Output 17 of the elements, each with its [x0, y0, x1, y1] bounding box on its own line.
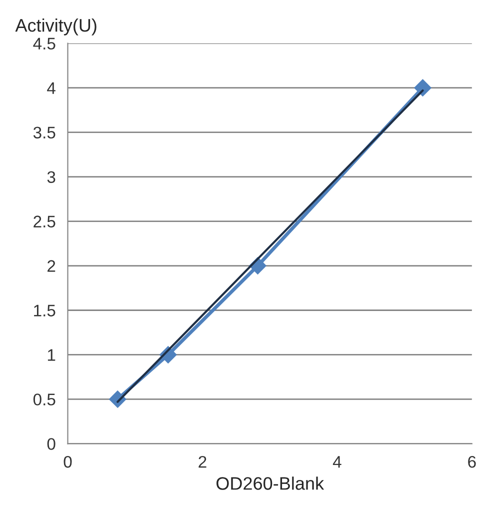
- y-axis-title: Activity(U): [15, 18, 96, 36]
- x-tick-label: 0: [64, 456, 72, 468]
- y-tick-label: 4: [47, 82, 56, 94]
- y-tick-label: 2.5: [34, 216, 56, 228]
- y-tick-label: 1: [48, 349, 56, 361]
- point: [414, 79, 432, 96]
- y-tick-label: 1.5: [34, 304, 56, 316]
- y-tick-label: 4.5: [33, 38, 56, 50]
- y-tick-label: 0.5: [33, 394, 56, 406]
- y-tick-label: 3: [47, 171, 56, 184]
- y-tick-label: 3.5: [33, 126, 56, 139]
- x-axis-title: OD260-Blank: [216, 476, 324, 490]
- x-tick-label: 6: [468, 456, 476, 468]
- x-tick-label: 2: [198, 456, 206, 468]
- y-tick-label: 0: [47, 438, 56, 450]
- y-tick-label: 2: [48, 260, 56, 272]
- x-tick-label: 4: [332, 456, 342, 468]
